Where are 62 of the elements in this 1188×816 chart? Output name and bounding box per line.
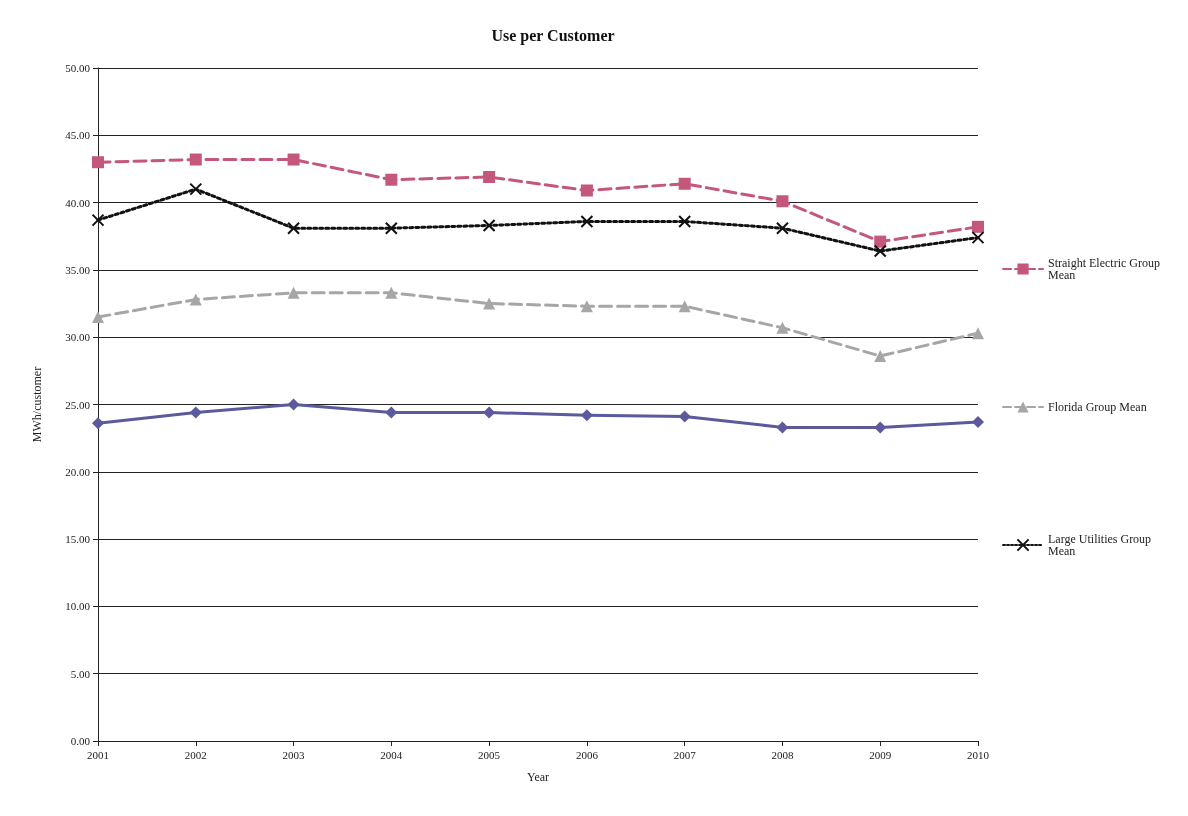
point — [287, 153, 300, 166]
point — [287, 286, 300, 299]
point — [482, 218, 496, 232]
point — [483, 406, 496, 419]
point — [776, 195, 789, 208]
point — [384, 221, 398, 235]
point — [385, 286, 398, 299]
x-tick-label: 2002 — [184, 748, 207, 761]
y-tick-label: 0.00 — [70, 735, 91, 747]
point — [678, 177, 691, 190]
point — [874, 421, 887, 434]
y-axis-title: MWh/customer — [30, 366, 44, 443]
point — [92, 156, 104, 169]
y-tick-label: 20.00 — [65, 465, 91, 478]
point — [580, 214, 594, 228]
point — [678, 214, 692, 228]
y-tick-label: 40.00 — [65, 196, 91, 209]
x-tick-label: 2001 — [87, 748, 109, 761]
point — [972, 327, 984, 340]
legend-label: Large Utilities Group Mean — [1048, 532, 1155, 558]
y-tick-label: 45.00 — [65, 129, 91, 142]
y-tick-label: 30.00 — [65, 331, 91, 344]
point — [92, 417, 104, 430]
legend-label: Florida Group Mean — [1048, 400, 1147, 414]
point — [189, 406, 202, 419]
x-tick-label: 2009 — [869, 748, 892, 761]
point — [580, 300, 593, 313]
x-tick-label: 2007 — [673, 748, 697, 761]
x-tick-label: 2006 — [575, 748, 599, 761]
point — [972, 220, 984, 233]
point — [972, 416, 984, 428]
x-tick-label: 2005 — [478, 748, 501, 761]
chart-title: Use per Customer — [491, 26, 615, 45]
point — [775, 221, 789, 235]
point — [189, 293, 202, 306]
point — [483, 297, 496, 310]
y-tick-label: 5.00 — [70, 667, 91, 680]
point — [971, 231, 985, 245]
x-axis-title: Year — [526, 770, 550, 784]
point — [873, 244, 887, 258]
point — [91, 213, 105, 227]
point — [678, 300, 691, 313]
x-tick-label: 2004 — [380, 748, 403, 761]
point — [287, 221, 301, 235]
point — [92, 311, 104, 324]
point — [776, 321, 789, 334]
y-tick-label: 35.00 — [65, 263, 91, 276]
y-tick-label: 15.00 — [65, 533, 91, 546]
x-tick-label: 2010 — [967, 748, 990, 761]
legend-label: Straight Electric Group Mean — [1048, 256, 1163, 282]
point — [189, 182, 203, 196]
point — [385, 173, 398, 186]
y-tick-label: 50.00 — [65, 62, 91, 74]
x-tick-label: 2008 — [771, 748, 794, 761]
point — [287, 398, 300, 411]
x-tick-label: 2003 — [282, 748, 306, 761]
y-tick-label: 10.00 — [65, 600, 91, 613]
point — [483, 171, 496, 184]
point — [874, 350, 887, 363]
y-tick-label: 25.00 — [65, 398, 91, 411]
point — [189, 153, 202, 166]
point — [580, 184, 593, 197]
